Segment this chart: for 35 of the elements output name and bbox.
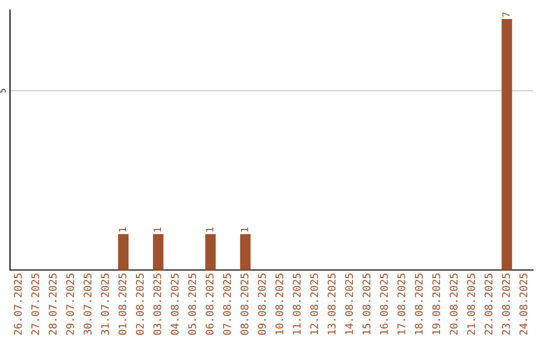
x-tick-label: 10.08.2025: [275, 274, 284, 334]
x-tick-label: 14.08.2025: [345, 274, 353, 334]
x-tick-label: 28.07.2025: [48, 274, 57, 335]
x-tick-label: 03.08.2025: [153, 274, 162, 335]
data-label: 1: [206, 228, 214, 232]
x-tick-label: 02.08.2025: [136, 274, 144, 335]
x-tick-label: 11.08.2025: [292, 274, 301, 334]
x-tick-label: 09.08.2025: [258, 274, 266, 335]
data-label: 1: [154, 228, 161, 232]
x-tick-label: 06.08.2025: [206, 274, 214, 335]
x-tick-label: 30.07.2025: [84, 274, 92, 335]
x-tick-label: 16.08.2025: [380, 274, 388, 334]
data-label: 1: [118, 228, 126, 232]
x-tick-label: 27.07.2025: [31, 274, 40, 335]
data-label: 7: [502, 12, 510, 17]
x-tick-label: 13.08.2025: [328, 274, 336, 334]
x-tick-label: 15.08.2025: [362, 274, 370, 334]
x-tick-label: 23.08.2025: [502, 274, 510, 335]
x-tick-label: 18.08.2025: [414, 274, 423, 334]
x-tick-label: 05.08.2025: [188, 274, 196, 335]
x-tick-label: 12.08.2025: [310, 274, 318, 334]
x-tick-label: 19.08.2025: [432, 274, 440, 334]
x-tick-label: 24.08.2025: [519, 274, 528, 335]
x-tick-label: 20.08.2025: [450, 274, 458, 335]
x-tick-label: 22.08.2025: [484, 274, 492, 335]
x-tick-label: 17.08.2025: [397, 274, 406, 334]
data-label: 1: [240, 228, 248, 232]
x-tick-label: 29.07.2025: [66, 274, 74, 335]
x-tick-label: 04.08.2025: [170, 274, 179, 335]
x-tick-label: 01.08.2025: [118, 274, 126, 335]
x-tick-label: 26.07.2025: [14, 274, 22, 335]
x-tick-label: 08.08.2025: [240, 274, 248, 335]
x-tick-label: 21.08.2025: [467, 274, 476, 335]
x-tick-label: 07.08.2025: [223, 274, 231, 335]
x-tick-label: 31.07.2025: [101, 274, 109, 335]
